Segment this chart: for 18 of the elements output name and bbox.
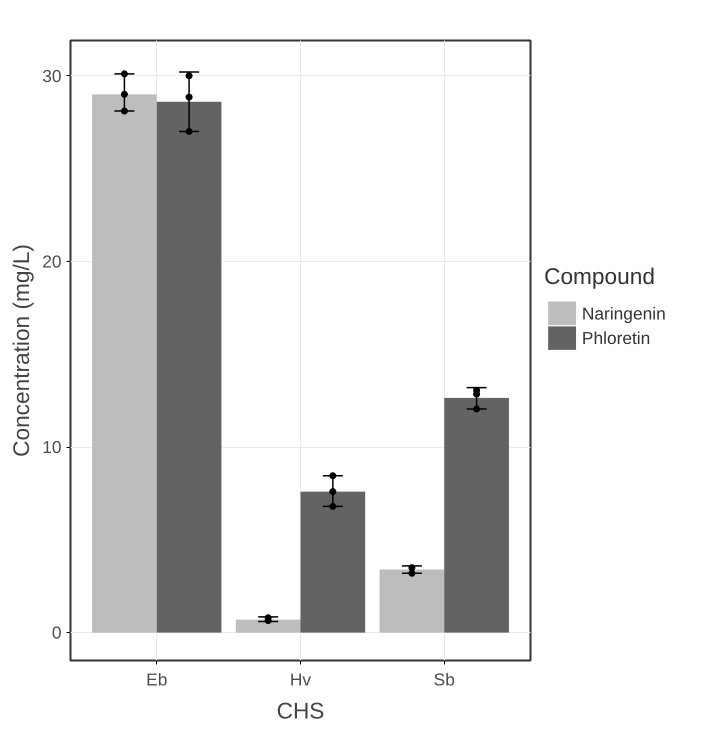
bar	[300, 492, 366, 633]
y-axis-title: Concentration (mg/L)	[8, 244, 34, 457]
x-tick-label: Eb	[146, 670, 168, 690]
x-axis-title: CHS	[276, 698, 324, 724]
y-tick-label: 20	[42, 251, 62, 272]
y-tick-label: 0	[52, 622, 62, 643]
legend-label: Naringenin	[582, 303, 666, 324]
bar	[236, 620, 300, 633]
legend-label: Phloretin	[582, 328, 650, 348]
y-tick-label: 10	[42, 437, 62, 458]
x-tick-label: Sb	[434, 670, 455, 690]
bar	[444, 398, 509, 633]
x-tick-label: Hv	[290, 670, 312, 690]
bar	[92, 94, 157, 633]
y-tick-label: 30	[42, 66, 62, 86]
bar	[380, 570, 444, 633]
legend-title: Compound	[544, 263, 655, 290]
bar	[156, 102, 222, 633]
